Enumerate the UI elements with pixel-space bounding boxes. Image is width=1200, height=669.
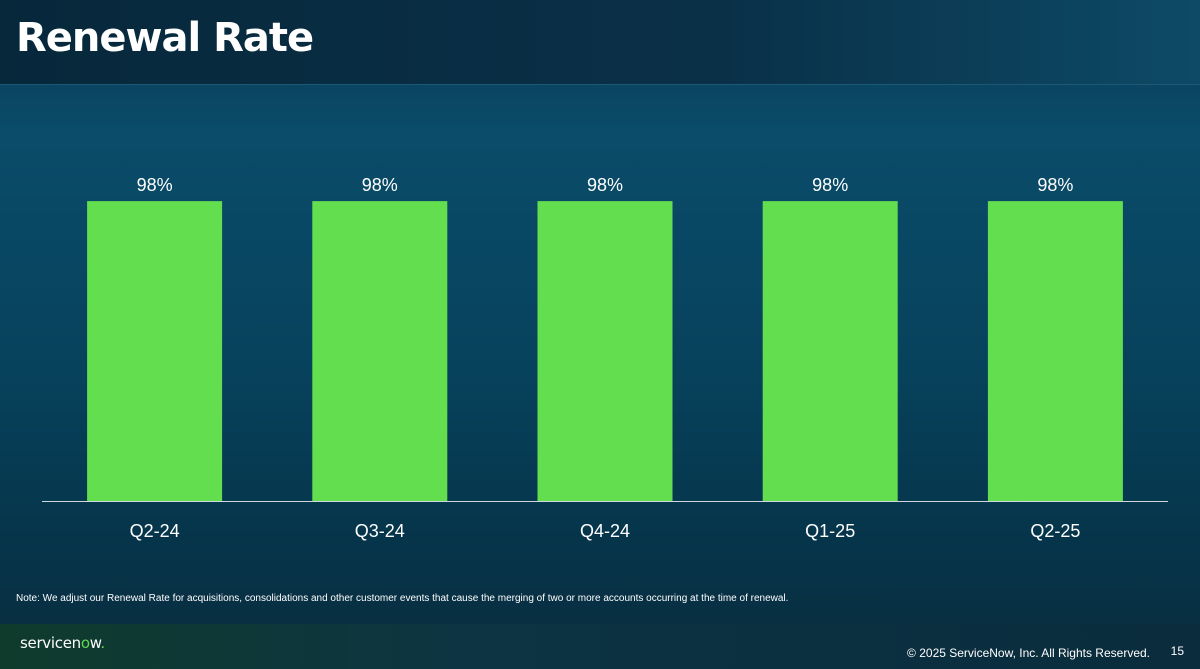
x-tick-label: Q2-25 (1030, 521, 1080, 541)
x-tick-label: Q2-24 (130, 521, 180, 541)
header-bar: Renewal Rate (0, 0, 1200, 85)
bar-value-label: 98% (362, 175, 398, 195)
copyright-text: © 2025 ServiceNow, Inc. All Rights Reser… (907, 646, 1150, 660)
bar (987, 201, 1123, 501)
bar-value-label: 98% (587, 175, 623, 195)
footnote: Note: We adjust our Renewal Rate for acq… (16, 593, 789, 604)
page-number: 15 (1170, 644, 1184, 658)
bar-chart: 98% Q2-24 98% Q3-24 98% Q4-24 98% Q1-25 98% Q2-25 (42, 175, 1168, 541)
logo-o: o (80, 634, 90, 652)
bar (537, 201, 673, 501)
bar (87, 201, 223, 501)
bar (762, 201, 898, 501)
logo-dot: . (100, 634, 105, 652)
x-tick-label: Q3-24 (355, 521, 405, 541)
footer-bar: servicenow. © 2025 ServiceNow, Inc. All … (0, 624, 1200, 669)
x-tick-label: Q4-24 (580, 521, 630, 541)
servicenow-logo: servicenow. (20, 634, 105, 652)
bar-value-label: 98% (137, 175, 173, 195)
page-title: Renewal Rate (16, 15, 314, 61)
logo-text-suffix: w (89, 634, 101, 652)
logo-text-prefix: servicen (20, 634, 81, 652)
bar (312, 201, 448, 501)
x-tick-label: Q1-25 (805, 521, 855, 541)
bar-value-label: 98% (812, 175, 848, 195)
bar-value-label: 98% (1037, 175, 1073, 195)
